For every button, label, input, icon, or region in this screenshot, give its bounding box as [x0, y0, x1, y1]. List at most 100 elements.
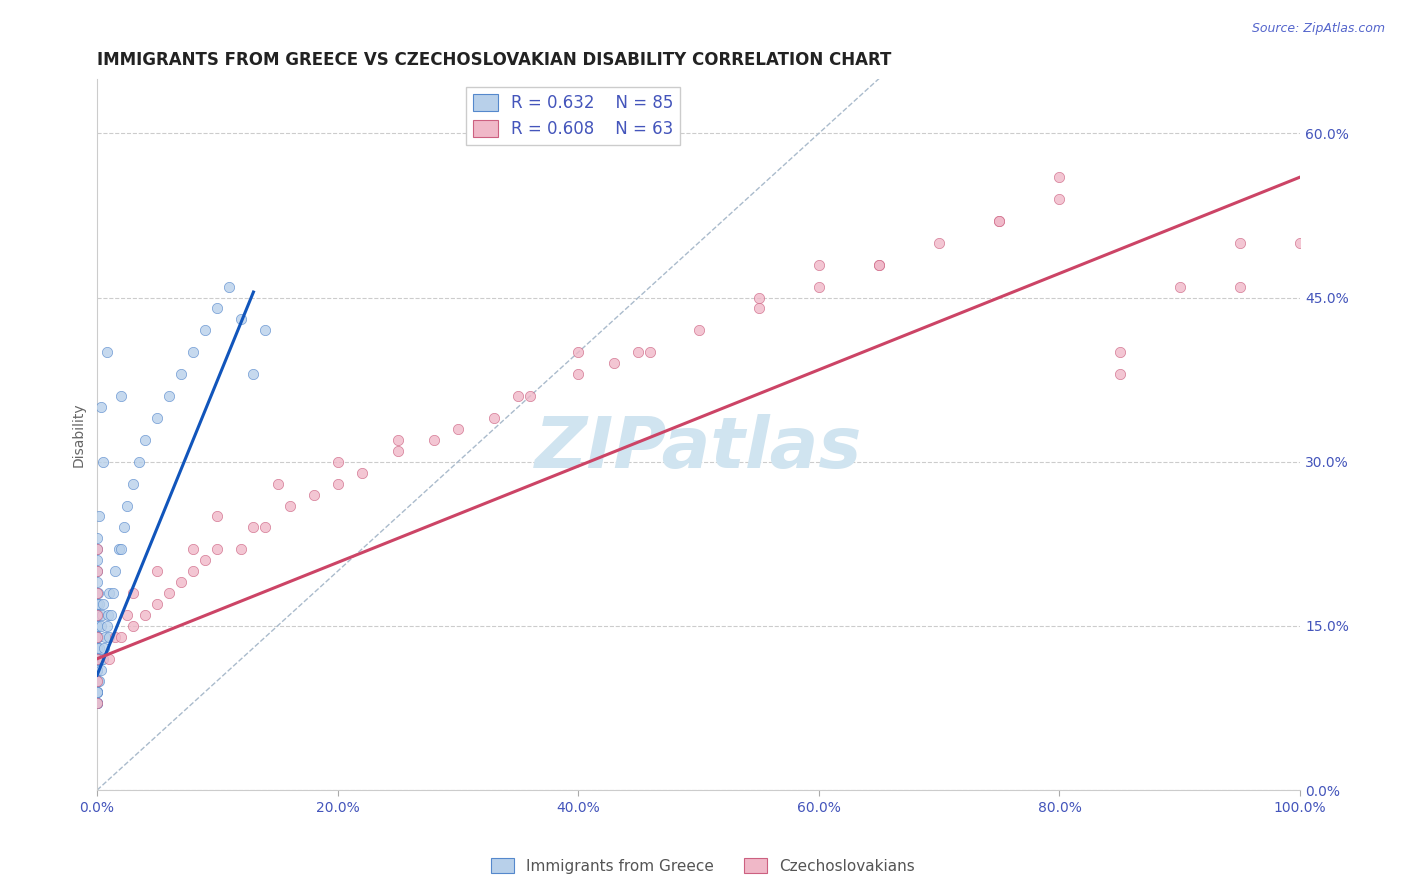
Point — [86, 684, 108, 698]
Point — [91, 455, 114, 469]
Point — [86, 696, 108, 710]
Point — [86, 652, 108, 666]
Point — [748, 291, 770, 305]
Point — [447, 422, 470, 436]
Point — [86, 630, 108, 644]
Point — [86, 640, 108, 655]
Point — [97, 607, 120, 622]
Point — [122, 619, 145, 633]
Point — [91, 652, 114, 666]
Point — [350, 466, 373, 480]
Point — [928, 235, 950, 250]
Point — [640, 345, 662, 359]
Point — [1229, 235, 1251, 250]
Point — [98, 586, 121, 600]
Point — [181, 345, 204, 359]
Point — [86, 684, 108, 698]
Point — [627, 345, 650, 359]
Point — [1108, 367, 1130, 381]
Point — [278, 499, 301, 513]
Point — [482, 411, 505, 425]
Point — [89, 509, 111, 524]
Point — [807, 258, 830, 272]
Point — [254, 323, 277, 337]
Point — [86, 673, 108, 688]
Point — [110, 630, 132, 644]
Legend: R = 0.632    N = 85, R = 0.608    N = 63: R = 0.632 N = 85, R = 0.608 N = 63 — [467, 87, 681, 145]
Point — [86, 684, 108, 698]
Point — [89, 597, 111, 611]
Point — [86, 597, 108, 611]
Point — [748, 301, 770, 316]
Point — [122, 586, 145, 600]
Y-axis label: Disability: Disability — [72, 402, 86, 467]
Point — [87, 586, 110, 600]
Point — [86, 684, 108, 698]
Point — [86, 652, 108, 666]
Point — [242, 367, 264, 381]
Point — [603, 356, 626, 370]
Point — [90, 607, 112, 622]
Point — [86, 607, 108, 622]
Point — [181, 542, 204, 557]
Point — [115, 499, 138, 513]
Point — [86, 696, 108, 710]
Point — [98, 652, 121, 666]
Point — [86, 663, 108, 677]
Point — [242, 520, 264, 534]
Point — [87, 652, 110, 666]
Point — [519, 389, 541, 403]
Point — [87, 630, 110, 644]
Point — [1229, 279, 1251, 293]
Point — [86, 619, 108, 633]
Point — [86, 607, 108, 622]
Point — [157, 586, 180, 600]
Point — [104, 630, 127, 644]
Point — [1289, 235, 1312, 250]
Point — [231, 312, 253, 326]
Point — [146, 597, 169, 611]
Point — [302, 487, 325, 501]
Point — [567, 345, 589, 359]
Text: Source: ZipAtlas.com: Source: ZipAtlas.com — [1251, 22, 1385, 36]
Point — [1168, 279, 1191, 293]
Point — [868, 258, 890, 272]
Point — [266, 476, 288, 491]
Point — [86, 597, 108, 611]
Point — [86, 663, 108, 677]
Point — [326, 455, 349, 469]
Point — [100, 607, 122, 622]
Point — [86, 564, 108, 578]
Point — [194, 553, 217, 567]
Point — [86, 597, 108, 611]
Point — [122, 476, 145, 491]
Point — [128, 455, 150, 469]
Point — [1049, 192, 1071, 206]
Point — [207, 542, 229, 557]
Point — [86, 696, 108, 710]
Point — [115, 607, 138, 622]
Point — [170, 575, 193, 590]
Point — [181, 564, 204, 578]
Point — [90, 619, 112, 633]
Point — [254, 520, 277, 534]
Point — [86, 586, 108, 600]
Point — [423, 433, 446, 447]
Point — [170, 367, 193, 381]
Point — [207, 301, 229, 316]
Point — [86, 619, 108, 633]
Point — [110, 389, 132, 403]
Text: IMMIGRANTS FROM GREECE VS CZECHOSLOVAKIAN DISABILITY CORRELATION CHART: IMMIGRANTS FROM GREECE VS CZECHOSLOVAKIA… — [97, 51, 891, 69]
Point — [506, 389, 529, 403]
Point — [96, 619, 118, 633]
Point — [807, 279, 830, 293]
Point — [86, 575, 108, 590]
Point — [326, 476, 349, 491]
Point — [134, 607, 156, 622]
Point — [86, 652, 108, 666]
Point — [86, 630, 108, 644]
Point — [86, 630, 108, 644]
Legend: Immigrants from Greece, Czechoslovakians: Immigrants from Greece, Czechoslovakians — [485, 852, 921, 880]
Point — [86, 564, 108, 578]
Point — [194, 323, 217, 337]
